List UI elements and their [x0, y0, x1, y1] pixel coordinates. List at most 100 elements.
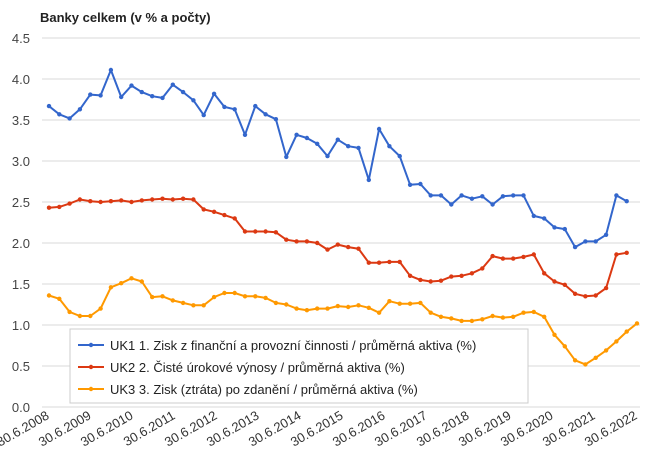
data-point: [108, 67, 114, 73]
data-point: [500, 194, 506, 199]
data-point: [624, 329, 629, 334]
data-point: [552, 279, 557, 284]
data-point: [428, 193, 433, 198]
legend-item-uk1: UK1 1. Zisk z finanční a provozní činnos…: [78, 338, 476, 353]
data-point: [46, 103, 52, 109]
data-point: [150, 197, 155, 202]
data-point: [418, 277, 423, 283]
data-point: [294, 132, 299, 137]
data-point: [119, 94, 124, 100]
data-point: [531, 252, 536, 257]
data-point: [521, 193, 526, 198]
legend: UK1 1. Zisk z finanční a provozní činnos…: [69, 328, 529, 404]
data-point: [98, 93, 103, 98]
data-point: [397, 153, 402, 159]
data-point: [583, 239, 588, 244]
data-point: [253, 229, 258, 234]
data-point: [542, 271, 547, 276]
data-point: [335, 242, 340, 247]
y-tick-label: 0.5: [12, 359, 30, 374]
data-point: [428, 310, 433, 315]
data-point: [552, 225, 557, 230]
data-point: [160, 196, 165, 201]
data-point: [129, 276, 134, 281]
data-point: [593, 239, 598, 244]
data-point: [376, 310, 382, 315]
data-point: [511, 193, 516, 198]
data-point: [562, 226, 567, 232]
data-point: [88, 199, 93, 204]
data-point: [469, 271, 475, 276]
legend-marker-uk2: [88, 364, 94, 370]
legend-label-uk1: UK1 1. Zisk z finanční a provozní činnos…: [110, 338, 476, 353]
data-point: [273, 230, 279, 235]
data-point: [325, 306, 330, 311]
data-point: [469, 318, 475, 324]
data-point: [232, 216, 237, 221]
data-point: [572, 244, 578, 250]
x-axis: 30.6.200830.6.200930.6.201030.6.201130.6…: [0, 408, 640, 450]
series-3: [46, 276, 640, 367]
data-point: [191, 98, 196, 103]
data-point: [242, 132, 248, 137]
data-point: [438, 278, 444, 283]
data-point: [521, 254, 526, 260]
data-point: [490, 313, 495, 319]
data-point: [480, 194, 485, 199]
data-point: [304, 135, 310, 141]
data-point: [346, 304, 351, 310]
legend-item-uk3: UK3 3. Zisk (ztráta) po zdanění / průměr…: [78, 382, 418, 397]
data-point: [397, 301, 402, 306]
data-point: [376, 260, 382, 265]
data-point: [222, 212, 227, 218]
data-point: [407, 273, 413, 278]
y-tick-label: 4.0: [12, 72, 30, 87]
data-point: [366, 177, 371, 183]
data-point: [428, 279, 433, 284]
data-point: [191, 303, 196, 308]
data-point: [273, 300, 279, 306]
data-point: [469, 196, 475, 201]
y-tick-label: 3.0: [12, 154, 30, 169]
data-point: [356, 145, 361, 151]
data-point: [418, 300, 423, 306]
data-point: [335, 303, 340, 309]
legend-item-uk2: UK2 2. Čisté úrokové výnosy / průměrná a…: [78, 360, 405, 375]
data-point: [139, 89, 144, 95]
data-point: [614, 339, 619, 344]
data-point: [150, 94, 155, 99]
data-point: [315, 306, 320, 311]
data-point: [531, 213, 536, 219]
data-point: [211, 209, 217, 214]
data-point: [67, 309, 72, 315]
y-axis: 0.0 0.5 1.0 1.5 2.0 2.5 3.0 3.5 4.0 4.5: [12, 31, 30, 415]
data-point: [438, 193, 444, 198]
data-point: [459, 273, 464, 278]
series-group: [46, 67, 640, 367]
data-point: [201, 112, 206, 118]
data-point: [263, 112, 268, 117]
data-point: [108, 285, 114, 290]
data-point: [315, 240, 320, 246]
data-point: [583, 294, 588, 299]
data-point: [284, 154, 289, 160]
data-point: [634, 321, 640, 326]
data-point: [119, 198, 124, 203]
legend-label-uk3: UK3 3. Zisk (ztráta) po zdanění / průměr…: [110, 382, 418, 397]
data-point: [583, 362, 588, 367]
data-point: [253, 103, 258, 109]
series-line: [48, 277, 638, 366]
series-1: [46, 67, 629, 250]
data-point: [180, 196, 186, 201]
data-point: [67, 116, 72, 121]
data-point: [160, 95, 165, 101]
data-point: [129, 83, 134, 88]
data-point: [490, 202, 495, 207]
data-point: [407, 301, 413, 306]
data-point: [46, 293, 52, 298]
data-point: [242, 229, 248, 234]
data-point: [77, 313, 83, 319]
data-point: [500, 256, 506, 261]
data-point: [376, 126, 382, 132]
